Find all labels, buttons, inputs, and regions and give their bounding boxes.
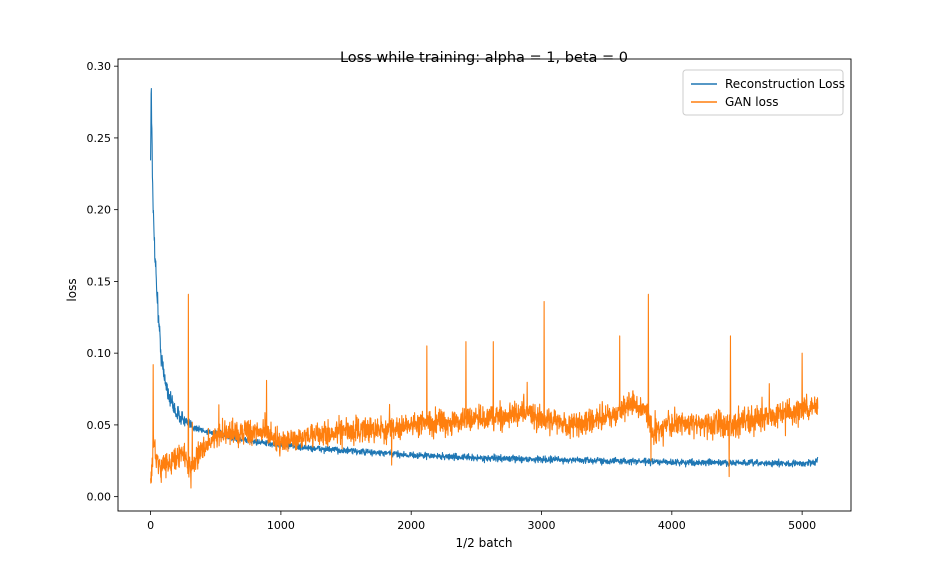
legend: Reconstruction Loss GAN loss <box>682 69 845 116</box>
x-tick-label: 2000 <box>397 519 425 532</box>
x-tick-label: 4000 <box>658 519 686 532</box>
y-axis-ticks: 0.00 0.05 0.10 0.15 0.20 0.25 0.30 <box>87 60 118 504</box>
y-tick-label: 0.10 <box>87 347 112 360</box>
x-axis-ticks: 0 1000 2000 3000 4000 5000 <box>147 511 816 532</box>
x-tick-label: 5000 <box>788 519 816 532</box>
y-tick-label: 0.15 <box>87 275 112 288</box>
y-tick-label: 0.05 <box>87 419 112 432</box>
plot-frame <box>117 58 852 512</box>
legend-label-reconstruction: Reconstruction Loss <box>725 77 845 91</box>
y-tick-label: 0.20 <box>87 204 112 217</box>
y-tick-label: 0.30 <box>87 60 112 73</box>
x-tick-label: 1000 <box>267 519 295 532</box>
series-line-reconstruction-loss <box>150 87 819 468</box>
series-line-gan-loss <box>150 293 819 489</box>
x-tick-label: 3000 <box>528 519 556 532</box>
plot-lines <box>150 87 819 489</box>
y-tick-label: 0.25 <box>87 132 112 145</box>
x-axis-label: 1/2 batch <box>455 536 512 550</box>
y-tick-label: 0.00 <box>87 491 112 504</box>
x-tick-label: 0 <box>147 519 154 532</box>
legend-label-gan: GAN loss <box>725 95 778 109</box>
y-axis-label: loss <box>65 278 79 301</box>
legend-box <box>682 69 844 116</box>
chart-title: Loss while training: alpha = 1, beta = 0 <box>340 50 628 66</box>
